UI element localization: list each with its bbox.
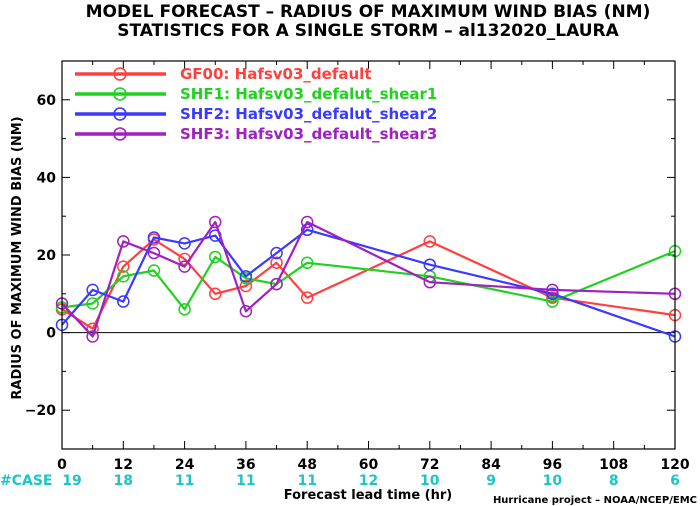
data-point — [300, 291, 314, 304]
legend-label: SHF1: Hafsv03_defalut_shear1 — [180, 85, 437, 103]
data-point — [209, 287, 222, 301]
data-point — [546, 287, 559, 301]
data-point — [86, 330, 99, 343]
legend-label: SHF2: Hafsv03_defalut_shear2 — [180, 105, 437, 123]
data-point — [300, 215, 314, 229]
data-point — [178, 237, 191, 250]
x-axis-label: Forecast lead time (hr) — [284, 488, 452, 503]
data-point — [117, 295, 130, 308]
chart-title: MODEL FORECAST – RADIUS OF MAXIMUM WIND … — [86, 2, 651, 41]
series-3 — [55, 223, 682, 343]
case-count-label: 19 — [62, 473, 81, 489]
data-point — [270, 246, 283, 260]
data-point — [300, 256, 314, 270]
data-point — [239, 305, 253, 318]
x-tick-label: 72 — [420, 457, 439, 473]
data-point — [86, 283, 99, 297]
data-point — [270, 256, 283, 270]
case-count-label: 11 — [236, 473, 255, 489]
data-point — [178, 303, 191, 316]
y-axis-label: RADIUS OF MAXIMUM WIND BIAS (NM) — [10, 116, 25, 399]
data-point — [270, 277, 283, 291]
data-point — [117, 260, 130, 273]
y-tick-label: −20 — [25, 403, 56, 419]
data-point — [209, 215, 222, 229]
data-point — [147, 231, 161, 244]
legend-marker — [113, 67, 127, 81]
case-count-label: 6 — [670, 473, 680, 489]
x-tick-label: 12 — [114, 457, 133, 473]
case-count-label: 8 — [609, 473, 619, 489]
legend-label: GF00: Hafsv03_default — [180, 65, 371, 83]
data-point — [178, 260, 191, 273]
case-count-label: 10 — [543, 473, 563, 489]
legend-marker — [113, 107, 127, 121]
plot-frame — [61, 60, 676, 450]
data-point — [239, 279, 253, 293]
data-point — [209, 250, 222, 264]
series-4 — [55, 215, 682, 343]
x-tick-label: 96 — [543, 457, 562, 473]
series-layer — [55, 215, 682, 343]
series-line — [61, 228, 676, 338]
case-count-label: 11 — [175, 473, 194, 489]
data-point — [423, 275, 437, 289]
x-tick-label: 120 — [660, 457, 689, 473]
case-count-label: 11 — [297, 473, 316, 489]
series-line — [61, 250, 676, 311]
data-point — [423, 258, 437, 271]
x-tick-label: 84 — [481, 457, 501, 473]
data-point — [147, 246, 161, 260]
data-point — [117, 270, 130, 283]
case-count-label: 12 — [359, 473, 378, 489]
data-point — [239, 270, 253, 283]
title-line-1: MODEL FORECAST – RADIUS OF MAXIMUM WIND … — [86, 2, 651, 22]
x-tick-label: 48 — [297, 457, 316, 473]
y-tick-label: 0 — [46, 326, 56, 342]
case-count-label: 10 — [420, 473, 440, 489]
legend-marker — [113, 127, 127, 141]
x-tick-label: 108 — [599, 457, 628, 473]
data-point — [423, 235, 437, 248]
series-line — [61, 220, 676, 338]
legend-label: SHF3: Hafsv03_default_shear3 — [180, 125, 437, 143]
data-point — [546, 283, 559, 297]
y-tick-label: 20 — [37, 248, 57, 264]
credit-text: Hurricane project – NOAA/NCEP/EMC — [493, 495, 697, 506]
data-point — [86, 297, 99, 310]
case-count-label: 9 — [486, 473, 496, 489]
x-tick-label: 36 — [236, 457, 255, 473]
legend-marker — [113, 87, 127, 101]
x-tick-label: 60 — [359, 457, 379, 473]
data-point — [117, 235, 130, 248]
case-count-label: 18 — [114, 473, 133, 489]
x-tick-label: 24 — [175, 457, 195, 473]
y-tick-label: 40 — [37, 170, 57, 186]
case-label: #CASE — [0, 473, 53, 489]
data-point — [546, 291, 559, 304]
x-tick-label: 0 — [57, 457, 67, 473]
legend: GF00: Hafsv03_default SHF1: Hafsv03_defal… — [75, 65, 437, 143]
title-line-2: STATISTICS FOR A SINGLE STORM – al132020… — [117, 21, 619, 41]
y-tick-label: 60 — [37, 93, 57, 109]
data-point — [147, 264, 161, 277]
